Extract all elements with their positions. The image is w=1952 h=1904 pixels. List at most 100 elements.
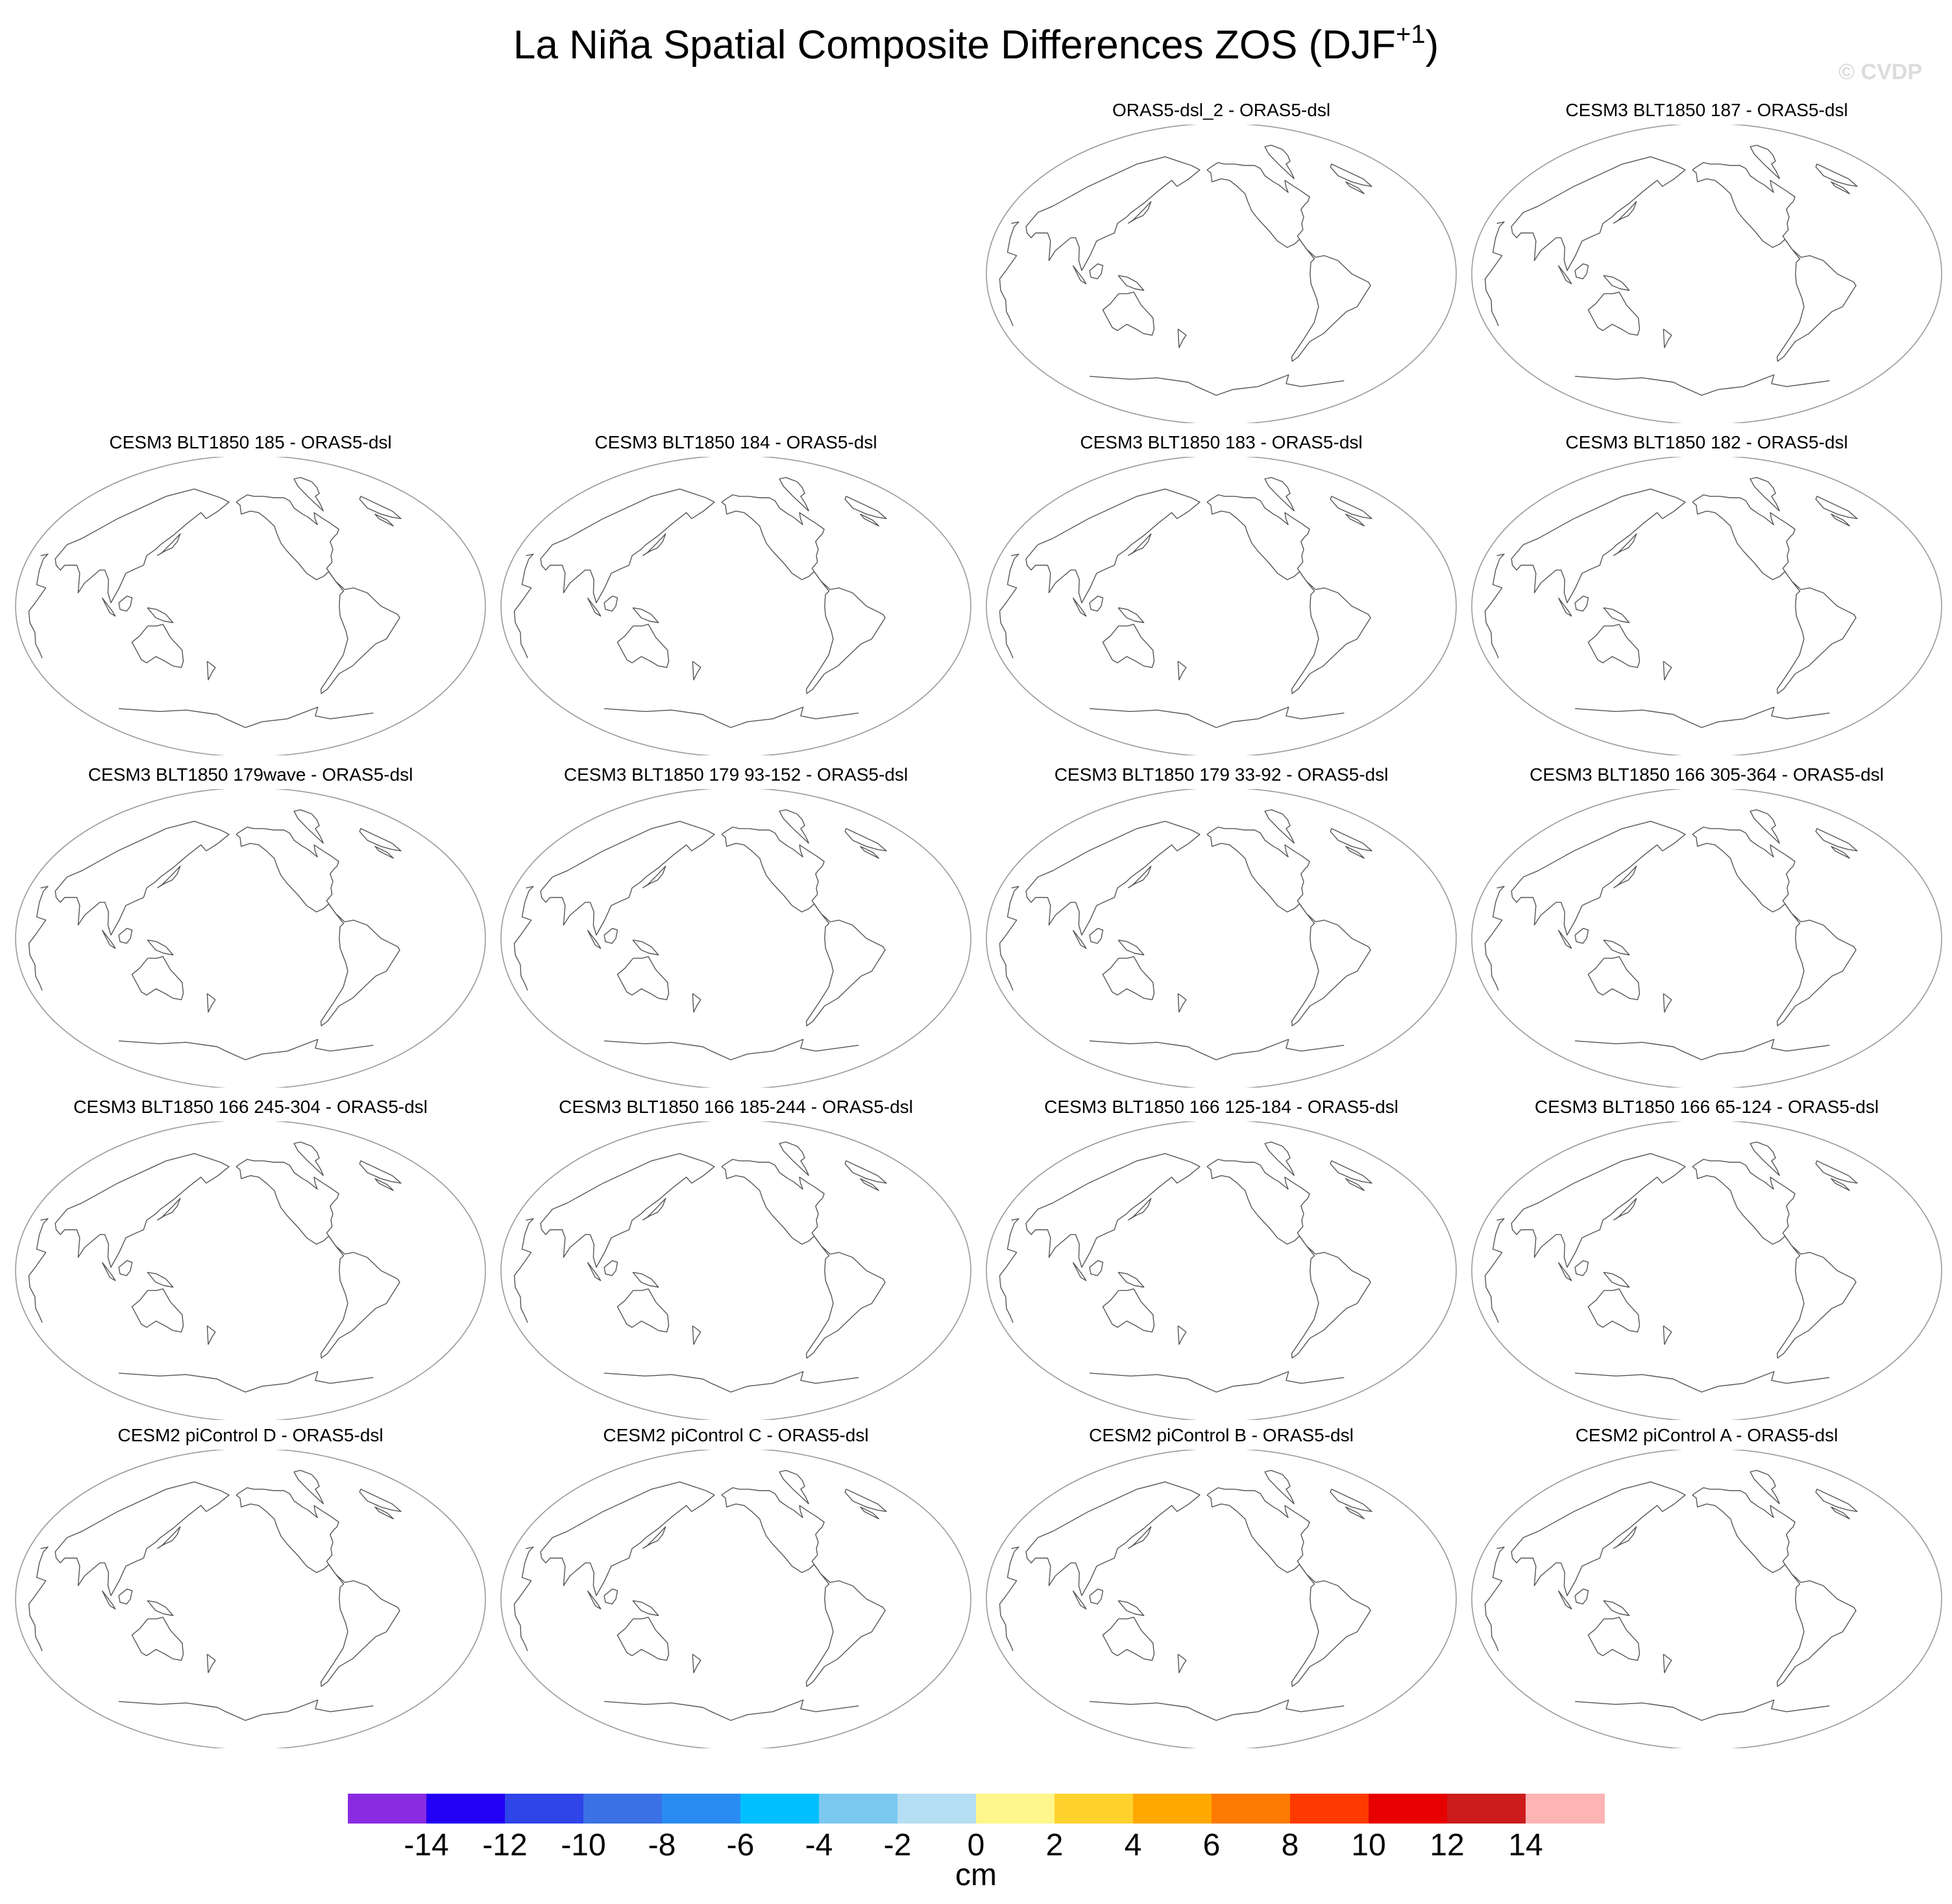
map-panel: CESM3 BLT1850 182 - ORAS5-dsl [1467,431,1947,755]
coastlines [513,809,887,1060]
coastlines [999,1470,1372,1721]
colorbar-box [819,1794,898,1824]
coastline [1603,1271,1630,1288]
panel-title: CESM3 BLT1850 166 245-304 - ORAS5-dsl [73,1097,428,1117]
coastline [1345,513,1365,527]
coastline [1750,477,1781,512]
coastline [860,1178,880,1191]
coastline [1613,533,1637,556]
coastline [779,1470,810,1505]
coastline [28,1546,49,1652]
map-frame [500,457,971,755]
coastline [540,820,715,936]
coastline [206,661,216,681]
coastline [1587,956,1641,1001]
coastline [1264,145,1295,180]
coastline [1815,496,1858,519]
coastline [513,1546,534,1652]
map-frame [986,789,1457,1088]
coastline [1330,496,1372,519]
coastline [779,477,810,512]
coastline [1831,1178,1851,1191]
coastline [1511,1153,1686,1268]
coastlines [513,1141,887,1393]
coastline [1587,291,1641,336]
coastline [1484,886,1505,991]
map-panel: CESM3 BLT1850 166 245-304 - ORAS5-dsl [10,1095,491,1420]
map-svg [1471,457,1942,755]
coastline [156,1197,181,1221]
coastline [999,221,1019,326]
colorbar-box [1290,1794,1369,1824]
colorbar-tick-label: 10 [1351,1828,1386,1862]
panel-title: CESM3 BLT1850 183 - ORAS5-dsl [1080,432,1363,452]
panel-title: CESM3 BLT1850 179 33-92 - ORAS5-dsl [1054,764,1389,785]
coastline [1587,624,1641,668]
coastline [587,1590,602,1610]
coastline [1102,1617,1155,1661]
coastline [1025,1153,1201,1268]
coastlines [1484,145,1858,396]
map-frame [1471,789,1942,1088]
coastline [1206,1158,1371,1359]
coastline [118,706,374,728]
map-frame [15,1121,486,1420]
coastline [156,865,181,888]
coastline [1072,265,1087,285]
coastline [1692,1158,1857,1359]
coastline [1089,1038,1345,1060]
coastline [632,607,659,624]
coastline [1663,1325,1672,1345]
coastline [1574,1371,1830,1393]
coastline [587,597,602,617]
coastline [1102,291,1155,336]
coastline [721,494,886,694]
coastline [1127,1526,1152,1549]
map-svg [15,457,486,755]
coastline [293,477,324,512]
coastlines [1484,809,1858,1060]
map-panel: CESM3 BLT1850 187 - ORAS5-dsl [1467,99,1947,423]
coastline [1831,513,1851,527]
coastline [293,1141,324,1177]
panel-title: CESM3 BLT1850 166 65-124 - ORAS5-dsl [1534,1097,1879,1117]
coastline [1815,164,1858,187]
coastline [604,1588,618,1605]
coastline [1613,201,1637,224]
map-panel: CESM3 BLT1850 179 33-92 - ORAS5-dsl [981,763,1461,1088]
colorbar-box [740,1794,820,1824]
coastline [1345,181,1365,195]
coastline [1072,597,1087,617]
map-panel: CESM3 BLT1850 166 185-244 - ORAS5-dsl [496,1095,976,1420]
colorbar-tick-label: 12 [1430,1828,1465,1862]
coastline [374,846,395,859]
coastline [1025,1481,1201,1596]
panel-title: CESM3 BLT1850 179 93-152 - ORAS5-dsl [563,764,909,785]
coastlines [999,1141,1372,1393]
panel-title: CESM2 piControl C - ORAS5-dsl [603,1425,869,1445]
coastline [1264,1141,1295,1177]
coastline [604,1699,859,1721]
coastline [779,809,810,844]
map-panel: CESM3 BLT1850 185 - ORAS5-dsl [10,431,491,755]
figure-title: La Niña Spatial Composite Differences ZO… [513,20,1439,67]
coastline [1117,607,1145,624]
map-frame [500,1450,971,1748]
map-svg [1471,125,1942,423]
colorbar-units: cm [955,1858,997,1892]
coastline [101,929,116,949]
coastlines [28,809,402,1060]
coastline [1557,597,1572,617]
coastline [147,939,174,956]
coastline [156,533,181,556]
panel-title: CESM3 BLT1850 166 125-184 - ORAS5-dsl [1044,1097,1398,1117]
coastline [1089,1371,1345,1393]
coastline [604,1260,618,1276]
coastline [1025,488,1201,604]
coastline [587,1262,602,1282]
panel-title: CESM2 piControl A - ORAS5-dsl [1575,1425,1838,1445]
coastline [540,488,715,604]
coastlines [999,809,1372,1060]
colorbar-tick-label: -14 [404,1828,449,1862]
map-svg [15,1121,486,1420]
